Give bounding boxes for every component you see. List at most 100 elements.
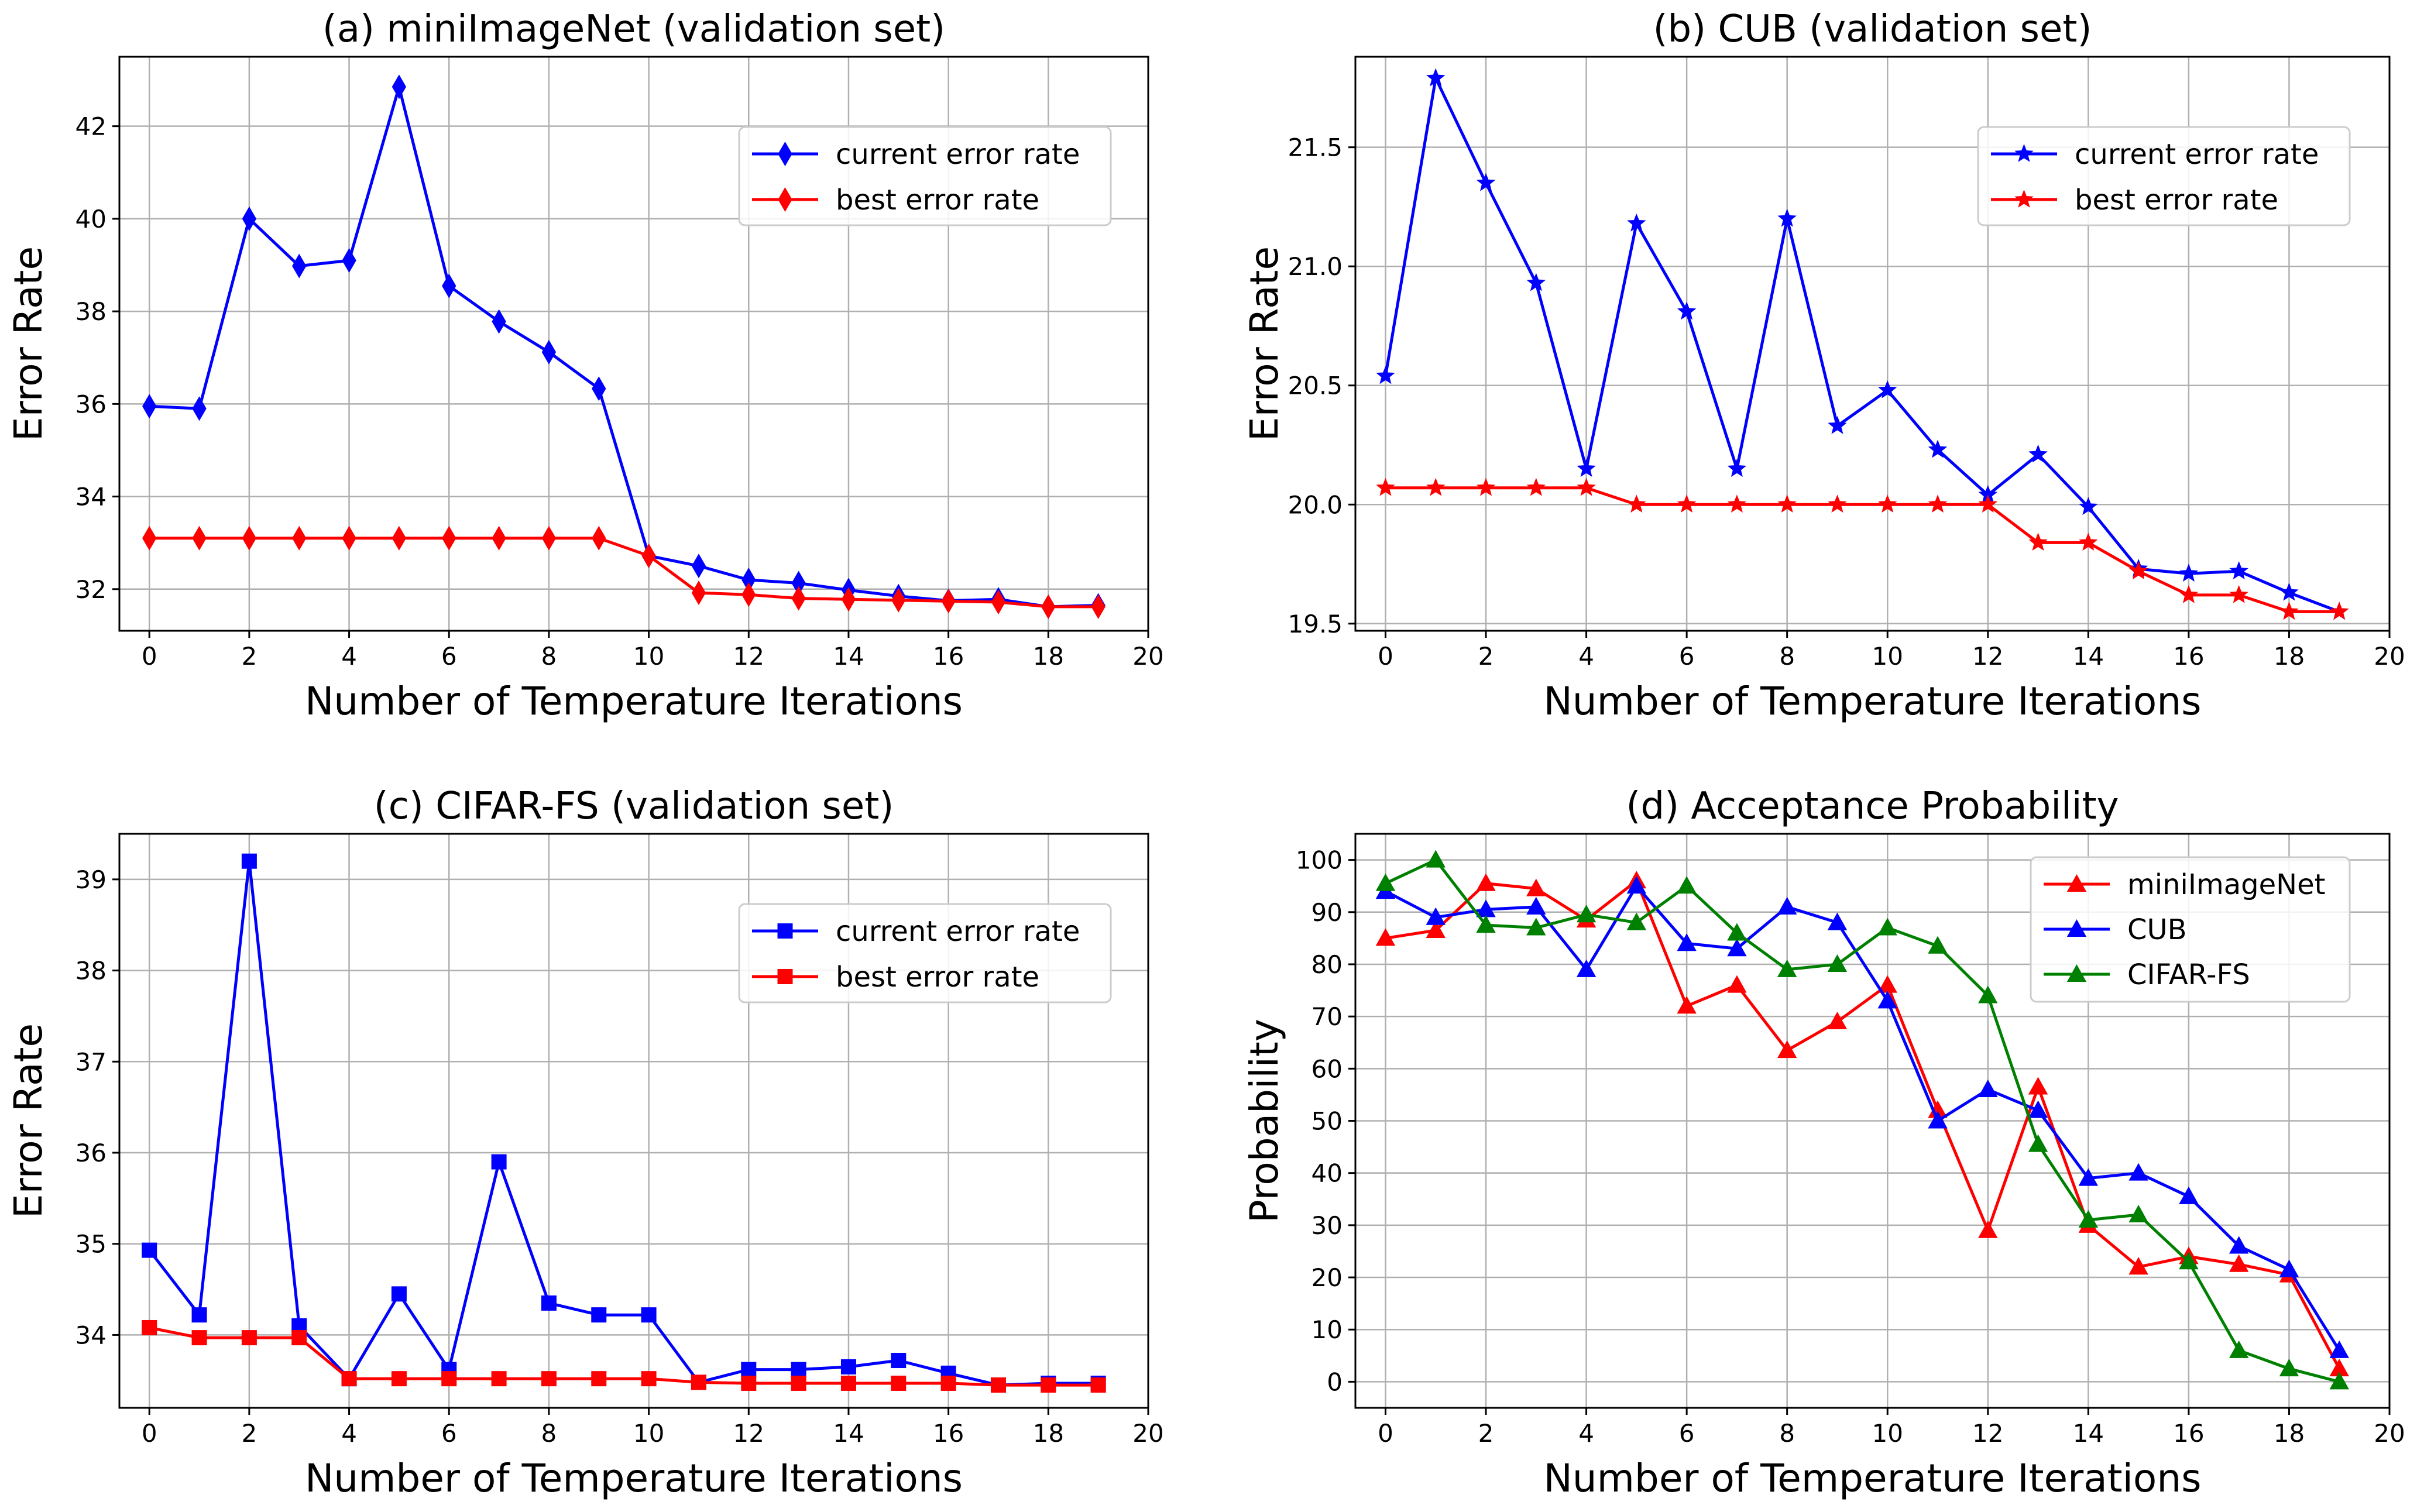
data-point bbox=[1878, 380, 1897, 398]
data-point bbox=[2128, 1204, 2148, 1223]
y-tick-label: 34 bbox=[75, 1321, 107, 1349]
series-line-current-error-rate bbox=[1384, 77, 2340, 613]
data-point bbox=[641, 543, 656, 568]
legend-box bbox=[1977, 126, 2351, 226]
data-point bbox=[142, 1319, 157, 1335]
y-axis-label: Error Rate bbox=[6, 246, 51, 441]
x-tick-label: 14 bbox=[2073, 642, 2104, 671]
y-tick-label: 40 bbox=[1312, 1159, 1343, 1188]
data-point bbox=[1777, 959, 1797, 977]
data-point bbox=[441, 1371, 457, 1387]
data-point bbox=[391, 1286, 407, 1302]
data-point bbox=[2079, 532, 2098, 551]
x-tick-label: 2 bbox=[242, 1419, 258, 1448]
data-point bbox=[940, 1375, 956, 1391]
y-tick-label: 38 bbox=[75, 957, 107, 985]
data-point bbox=[1827, 912, 1848, 930]
data-point bbox=[1928, 439, 1948, 458]
y-tick-label: 37 bbox=[75, 1047, 107, 1076]
x-tick-label: 2 bbox=[1478, 642, 1494, 671]
data-point bbox=[1627, 494, 1646, 513]
data-point bbox=[342, 525, 356, 551]
data-point bbox=[142, 525, 157, 551]
plot-frame bbox=[118, 833, 1149, 1409]
legend-label: current error rate bbox=[836, 915, 1080, 948]
data-point bbox=[1576, 959, 1597, 977]
x-axis-label: Number of Temperature Iterations bbox=[1543, 1456, 2201, 1501]
data-point bbox=[2028, 1100, 2048, 1118]
x-tick-label: 0 bbox=[1378, 1419, 1393, 1448]
data-point bbox=[2079, 497, 2098, 516]
data-point bbox=[1777, 208, 1797, 227]
x-tick-label: 2 bbox=[242, 642, 258, 671]
data-point bbox=[691, 554, 706, 579]
x-tick-label: 16 bbox=[933, 642, 964, 671]
chart-title: (d) Acceptance Probability bbox=[1626, 785, 2119, 828]
data-point bbox=[840, 1375, 856, 1391]
data-point bbox=[1727, 459, 1747, 477]
data-point bbox=[241, 1330, 257, 1346]
data-point bbox=[541, 525, 557, 551]
x-tick-label: 18 bbox=[1033, 642, 1064, 671]
data-point bbox=[1577, 477, 1596, 496]
x-axis-label: Number of Temperature Iterations bbox=[305, 679, 963, 724]
data-point bbox=[1727, 975, 1747, 993]
data-point bbox=[1576, 905, 1597, 923]
data-point bbox=[691, 1374, 706, 1390]
data-point bbox=[1978, 985, 1998, 1004]
data-point bbox=[891, 1353, 907, 1369]
y-tick-label: 30 bbox=[1312, 1211, 1343, 1240]
x-axis-label: Number of Temperature Iterations bbox=[305, 1456, 963, 1501]
x-tick-label: 8 bbox=[541, 642, 557, 671]
data-point bbox=[1375, 873, 1396, 891]
data-point bbox=[241, 853, 257, 869]
data-point bbox=[1978, 494, 1998, 513]
plot-frame bbox=[1354, 56, 2391, 632]
data-point bbox=[591, 1307, 607, 1323]
data-point bbox=[1375, 928, 1396, 946]
data-point bbox=[442, 273, 456, 298]
data-point bbox=[2229, 1340, 2249, 1358]
x-tick-label: 10 bbox=[1872, 1419, 1903, 1448]
y-axis-label: Error Rate bbox=[6, 1023, 51, 1218]
data-point bbox=[1426, 850, 1446, 868]
data-point bbox=[641, 1307, 657, 1323]
x-tick-label: 0 bbox=[1378, 642, 1393, 671]
data-point bbox=[1426, 477, 1446, 496]
data-point bbox=[392, 525, 407, 551]
x-tick-label: 4 bbox=[341, 1419, 357, 1448]
data-point bbox=[1476, 477, 1496, 496]
data-point bbox=[641, 1371, 657, 1387]
y-tick-label: 36 bbox=[75, 390, 107, 418]
data-point bbox=[1426, 920, 1446, 938]
data-point bbox=[741, 1375, 757, 1391]
data-point bbox=[1090, 1377, 1106, 1393]
data-point bbox=[1677, 876, 1697, 894]
data-point bbox=[1877, 991, 1897, 1009]
y-tick-label: 80 bbox=[1312, 950, 1343, 979]
y-tick-label: 10 bbox=[1312, 1315, 1343, 1344]
data-point bbox=[1928, 936, 1948, 954]
data-point bbox=[242, 206, 257, 231]
data-point bbox=[191, 1307, 207, 1323]
series-line-cifar-fs bbox=[1385, 858, 2340, 1383]
x-tick-label: 10 bbox=[633, 642, 664, 671]
y-tick-label: 20 bbox=[1312, 1263, 1343, 1292]
data-point bbox=[1627, 213, 1646, 232]
data-point bbox=[2279, 602, 2299, 620]
data-point bbox=[1828, 415, 1847, 434]
data-point bbox=[840, 1359, 856, 1374]
x-tick-label: 12 bbox=[1972, 642, 2003, 671]
x-axis-label: Number of Temperature Iterations bbox=[1543, 679, 2201, 724]
data-point bbox=[1727, 923, 1747, 941]
data-point bbox=[2028, 1077, 2048, 1095]
legend: current error rate best error rate bbox=[1977, 126, 2351, 226]
y-tick-label: 35 bbox=[75, 1230, 107, 1259]
data-point bbox=[2229, 1236, 2249, 1254]
y-tick-label: 50 bbox=[1312, 1107, 1343, 1136]
x-tick-label: 20 bbox=[2374, 1419, 2405, 1448]
x-tick-label: 18 bbox=[1033, 1419, 1064, 1448]
data-point bbox=[1426, 68, 1446, 87]
series-line-cub bbox=[1385, 884, 2341, 1352]
data-point bbox=[1526, 917, 1546, 936]
